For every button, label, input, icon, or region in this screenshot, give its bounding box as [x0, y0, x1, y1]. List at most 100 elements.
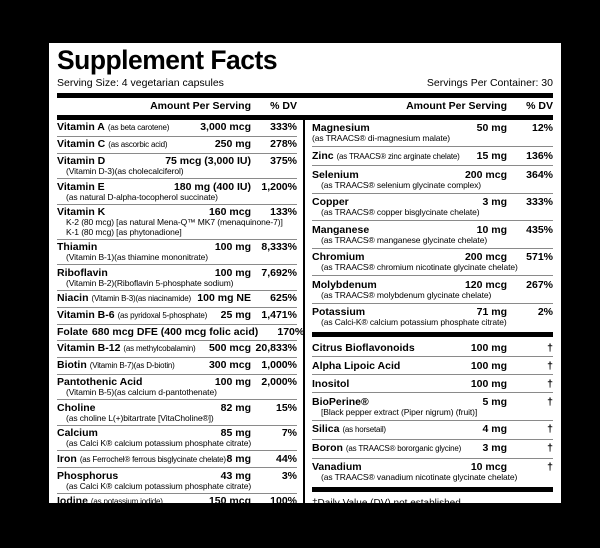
nutrient-dv: 12% [531, 122, 553, 135]
nutrient-dv: † [547, 423, 553, 436]
nutrient-source-sub: (as TRAACS® di-magnesium malate) [312, 133, 451, 144]
nutrient-line: Vitamin C (as ascorbic acid) 250 mg 278% [57, 138, 297, 151]
divider-bar-top [57, 92, 553, 98]
nutrient-source-inline: (as TRAACS® zinc arginate chelate) [336, 151, 460, 161]
nutrient-line: Vitamin A (as beta carotene) 3,000 mcg 333% [57, 121, 297, 134]
nutrient-name: Vitamin E [57, 180, 105, 193]
nutrient-source-inline: (Vitamin B-3)(as niacinamide) [91, 294, 192, 304]
nutrient-source-sub: (as TRAACS® chromium nicotinate glycinat… [321, 262, 518, 273]
nutrient-dv: 44% [275, 452, 297, 465]
nutrient-line: Molybdenum 120 mcg 267% [312, 279, 553, 291]
nutrient-line: Potassium 71 mg 2% [312, 306, 553, 318]
nutrient-line: Inositol 100 mg † [312, 378, 553, 390]
nutrient-dv: 375% [270, 155, 297, 168]
nutrient-line: Riboflavin 100 mg 7,692% [57, 267, 297, 279]
nutrient-source-sub: (as TRAACS® copper bisglycinate chelate) [321, 207, 480, 218]
nutrient-source-sub: [Black pepper extract (Piper nigrum) (fr… [321, 406, 478, 417]
nutrient-row: Vitamin B-12 (as methylcobalamin) 500 mcg 2… [57, 341, 297, 358]
nutrient-name: Vitamin B-6 [57, 309, 115, 322]
nutrient-line: Selenium 200 mcg 364% [312, 169, 553, 181]
nutrient-name: Vitamin D [57, 155, 106, 168]
nutrient-source-sub: (Vitamin B-1)(as thiamine mononitrate) [66, 252, 209, 263]
nutrient-source-sub: (Vitamin B-5)(as calcium d-pantothenate) [66, 387, 217, 398]
nutrient-source-sub: (as choline L(+)bitartrate [VitaCholine®… [66, 412, 214, 423]
nutrient-line: Copper 3 mg 333% [312, 196, 553, 208]
nutrient-source-sub: (as TRAACS® manganese glycinate chelate) [321, 234, 488, 245]
nutrient-name: Potassium [312, 306, 366, 319]
right-column-header: Amount Per Serving % DV [305, 100, 553, 112]
serving-info: Serving Size: 4 vegetarian capsules Serv… [57, 75, 553, 93]
nutrient-name: Pantothenic Acid [57, 376, 143, 389]
nutrient-line: Chromium 200 mcg 571% [312, 251, 553, 263]
nutrient-line: Vanadium 10 mcg † [312, 461, 553, 473]
nutrient-dv: 133% [270, 206, 297, 219]
left-nutrient-column: Vitamin A (as beta carotene) 3,000 mcg 333%… [57, 119, 305, 507]
nutrient-name: Niacin [57, 292, 89, 305]
nutrient-row: Calcium 85 mg 7% (as Calci K® calcium potas… [57, 426, 297, 452]
divider-bar-inner [312, 332, 553, 338]
nutrient-name: Vitamin B-12 [57, 342, 121, 355]
nutrient-line: Biotin (Vitamin B-7)(as D-biotin) 300 mcg 1… [57, 359, 297, 372]
nutrient-dv: 15% [275, 401, 297, 414]
nutrient-name: Phosphorus [57, 469, 119, 482]
nutrient-line: Alpha Lipoic Acid 100 mg † [312, 360, 553, 372]
percent-dv-header: % DV [526, 99, 553, 112]
nutrient-amount: 100 mg [470, 341, 507, 354]
amount-per-serving-header: Amount Per Serving [150, 99, 251, 112]
nutrient-name: Manganese [312, 223, 370, 236]
nutrient-row: Iodine (as potassium iodide) 150 mcg 100% [57, 494, 297, 510]
percent-dv-header: % DV [270, 99, 297, 112]
nutrient-name: Magnesium [312, 122, 370, 135]
nutrient-line: BioPerine® 5 mg † [312, 396, 553, 408]
nutrient-name: Citrus Bioflavonoids [312, 341, 415, 354]
nutrient-row: Selenium 200 mcg 364% (as TRAACS® selenium … [312, 166, 553, 194]
nutrient-dv: 364% [526, 168, 553, 181]
nutrient-amount: 85 mg [220, 427, 251, 440]
nutrient-row: Choline 82 mg 15% (as choline L(+)bitartrat… [57, 400, 297, 426]
nutrient-dv: 3% [281, 469, 297, 482]
nutrient-line: Vitamin D 75 mcg (3,000 IU) 375% [57, 155, 297, 167]
nutrient-amount: 8 mg [226, 452, 251, 465]
nutrient-source-inline: (as TRAACS® bororganic glycine) [345, 444, 462, 454]
nutrient-row: Vitamin A (as beta carotene) 3,000 mcg 333% [57, 120, 297, 137]
column-headers: Amount Per Serving % DV Amount Per Servi… [57, 98, 553, 115]
nutrient-name: Iodine [57, 495, 88, 508]
nutrient-amount: 100 mg [470, 377, 507, 390]
nutrient-dv: 136% [526, 149, 553, 162]
divider-bar-inner [312, 487, 553, 493]
nutrient-line: Manganese 10 mg 435% [312, 224, 553, 236]
nutrient-amount: 100 mg [214, 376, 251, 389]
nutrient-line: Iodine (as potassium iodide) 150 mcg 100% [57, 495, 297, 508]
nutrient-row: Pantothenic Acid 100 mg 2,000% (Vitamin B-5… [57, 375, 297, 401]
nutrient-source-inline: (as pyridoxal 5-phosphate) [117, 311, 208, 321]
nutrient-dv: 267% [526, 278, 553, 291]
nutrient-row: Magnesium 50 mg 12% (as TRAACS® di-magnesiu… [312, 120, 553, 148]
nutrient-line: Niacin (Vitamin B-3)(as niacinamide) 100 m… [57, 292, 297, 305]
nutrient-name: Copper [312, 196, 349, 209]
nutrient-dv: 625% [270, 292, 297, 305]
nutrient-source-inline: (Vitamin B-7)(as D-biotin) [89, 361, 175, 371]
nutrient-name: Zinc [312, 149, 334, 162]
nutrient-dv: † [547, 341, 553, 354]
nutrient-dv: 2% [537, 306, 553, 319]
nutrient-amount: 180 mg (400 IU) [173, 180, 251, 193]
nutrient-line: Thiamin 100 mg 8,333% [57, 241, 297, 253]
nutrient-dv: 100% [270, 495, 297, 508]
nutrient-amount: 5 mg [482, 395, 507, 408]
nutrient-amount: 10 mcg [470, 461, 507, 474]
nutrient-amount: 250 mg [214, 138, 251, 151]
nutrient-name: Alpha Lipoic Acid [312, 359, 401, 372]
nutrient-name: Riboflavin [57, 266, 108, 279]
nutrient-row: Manganese 10 mg 435% (as TRAACS® manganese … [312, 221, 553, 249]
nutrient-dv: 7% [281, 427, 297, 440]
nutrient-row: Citrus Bioflavonoids 100 mg † [312, 339, 553, 358]
nutrient-source-inline: (as ascorbic acid) [108, 140, 168, 150]
nutrient-amount: 200 mcg [464, 168, 507, 181]
serving-size: Serving Size: 4 vegetarian capsules [57, 76, 224, 89]
nutrient-row: Iron (as Ferrochel® ferrous bisglycinate … [57, 451, 297, 469]
nutrient-source-sub: (as Calci-K® calcium potassium phosphate… [321, 317, 507, 328]
nutrient-source-sub: K-2 (80 mcg) [as natural Mena-Q™ MK7 (me… [66, 217, 283, 228]
nutrient-line: Pantothenic Acid 100 mg 2,000% [57, 376, 297, 388]
nutrient-name: Vitamin C [57, 138, 106, 151]
